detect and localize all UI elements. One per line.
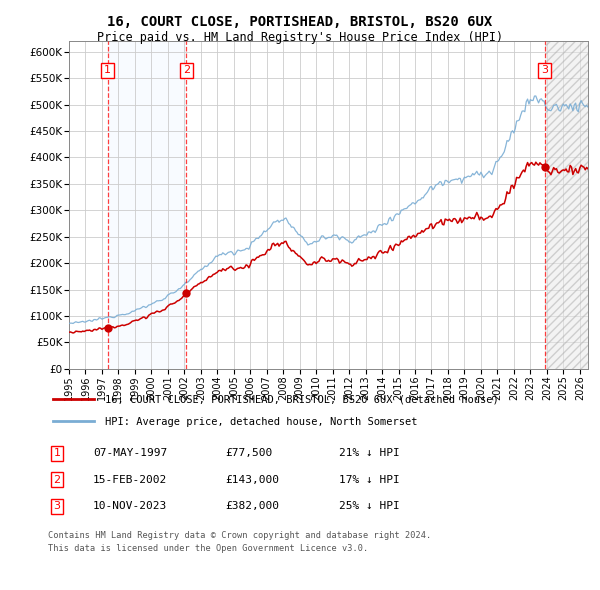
Text: 17% ↓ HPI: 17% ↓ HPI <box>339 475 400 484</box>
Text: 16, COURT CLOSE, PORTISHEAD, BRISTOL, BS20 6UX (detached house): 16, COURT CLOSE, PORTISHEAD, BRISTOL, BS… <box>105 395 499 405</box>
Text: £77,500: £77,500 <box>225 448 272 458</box>
Text: 21% ↓ HPI: 21% ↓ HPI <box>339 448 400 458</box>
Text: 2: 2 <box>53 475 61 484</box>
Bar <box>545 41 588 369</box>
Text: 07-MAY-1997: 07-MAY-1997 <box>93 448 167 458</box>
Text: 15-FEB-2002: 15-FEB-2002 <box>93 475 167 484</box>
Text: 1: 1 <box>53 448 61 458</box>
Text: Contains HM Land Registry data © Crown copyright and database right 2024.: Contains HM Land Registry data © Crown c… <box>48 531 431 540</box>
Text: HPI: Average price, detached house, North Somerset: HPI: Average price, detached house, Nort… <box>105 417 417 427</box>
Text: Price paid vs. HM Land Registry's House Price Index (HPI): Price paid vs. HM Land Registry's House … <box>97 31 503 44</box>
Text: 16, COURT CLOSE, PORTISHEAD, BRISTOL, BS20 6UX: 16, COURT CLOSE, PORTISHEAD, BRISTOL, BS… <box>107 15 493 29</box>
Text: 3: 3 <box>541 65 548 76</box>
Text: This data is licensed under the Open Government Licence v3.0.: This data is licensed under the Open Gov… <box>48 545 368 553</box>
Text: 2: 2 <box>183 65 190 76</box>
Text: £143,000: £143,000 <box>225 475 279 484</box>
Text: 25% ↓ HPI: 25% ↓ HPI <box>339 502 400 511</box>
Text: 10-NOV-2023: 10-NOV-2023 <box>93 502 167 511</box>
Text: 1: 1 <box>104 65 111 76</box>
Text: 3: 3 <box>53 502 61 511</box>
Bar <box>108 41 187 369</box>
Text: £382,000: £382,000 <box>225 502 279 511</box>
